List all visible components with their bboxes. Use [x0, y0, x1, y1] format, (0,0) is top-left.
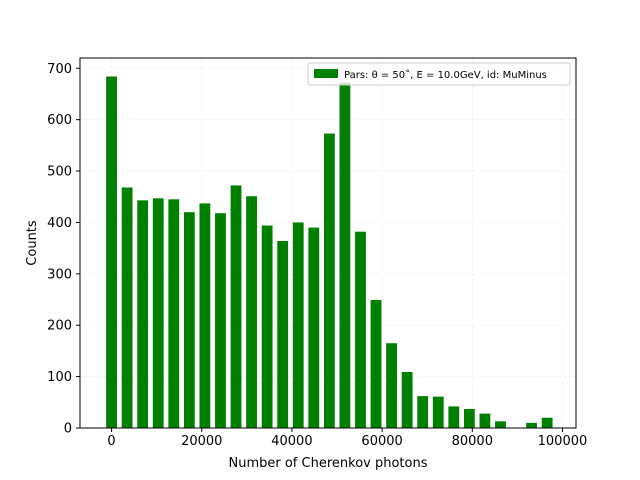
histogram-bar: [432, 396, 444, 428]
histogram-bar: [463, 408, 475, 428]
histogram-bar: [386, 343, 397, 428]
histogram-bar: [292, 222, 304, 428]
histogram-bar: [541, 417, 553, 428]
histogram-bar: [277, 240, 289, 428]
histogram-bar: [339, 82, 351, 429]
histogram-bar: [261, 225, 273, 428]
x-axis-label: Number of Cherenkov photons: [229, 456, 428, 471]
histogram-bar: [152, 198, 164, 428]
histogram-bar: [199, 203, 211, 428]
bars-group: [106, 76, 553, 429]
y-tick-label: 700: [47, 62, 72, 77]
histogram-bar: [246, 196, 257, 428]
x-tick-label: 40000: [271, 434, 312, 449]
legend-swatch: [314, 69, 338, 78]
histogram-bar: [215, 213, 226, 428]
x-tick-label: 60000: [361, 434, 402, 449]
y-tick-label: 500: [47, 165, 72, 180]
x-tick-label: 20000: [181, 434, 222, 449]
x-tick-label: 80000: [452, 434, 493, 449]
histogram-bar: [121, 187, 133, 428]
x-tick-label: 0: [107, 434, 115, 449]
histogram-bar: [479, 413, 491, 428]
histogram-bar: [417, 396, 429, 428]
histogram-bar: [448, 406, 460, 428]
histogram-bar: [355, 231, 366, 428]
y-tick-label: 300: [47, 267, 72, 282]
histogram-bar: [168, 199, 180, 428]
legend-box: [307, 62, 571, 86]
histogram-bar: [401, 371, 413, 428]
y-tick-label: 400: [47, 216, 72, 231]
plot-frame: [79, 57, 577, 429]
y-tick-label: 100: [47, 370, 72, 385]
y-axis-ticks: 0 100 200 300 400 500 600 700: [47, 62, 80, 437]
x-tick-label: 100000: [538, 434, 588, 449]
histogram-bar: [495, 421, 506, 428]
histogram-bar: [308, 227, 320, 428]
histogram-bar: [526, 422, 537, 428]
legend: Pars: θ = 50˚, E = 10.0GeV, id: MuMinus: [307, 62, 571, 86]
y-tick-label: 600: [47, 113, 72, 128]
histogram-bar: [370, 300, 382, 428]
x-axis-ticks: 0 20000 40000 60000 80000 100000: [107, 428, 587, 449]
histogram-bar: [323, 133, 335, 428]
histogram-bar: [230, 185, 242, 428]
histogram-bar: [137, 200, 149, 428]
y-axis-label: Counts: [25, 220, 40, 266]
legend-label: Pars: θ = 50˚, E = 10.0GeV, id: MuMinus: [344, 69, 547, 81]
histogram-bar: [106, 76, 117, 428]
histogram-bar: [183, 212, 195, 428]
y-tick-label: 200: [47, 319, 72, 334]
y-tick-label: 0: [64, 422, 72, 437]
